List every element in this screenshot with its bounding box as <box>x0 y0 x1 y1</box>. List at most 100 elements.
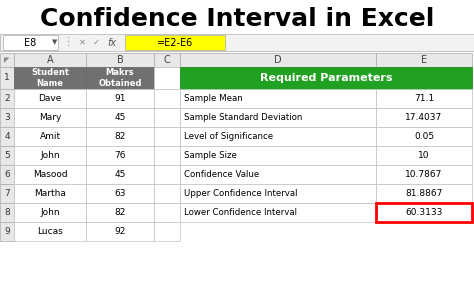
Text: D: D <box>274 55 282 65</box>
Bar <box>0 184 14 203</box>
Text: Masood: Masood <box>33 170 67 179</box>
Text: Dave: Dave <box>38 94 62 103</box>
Text: ◤: ◤ <box>4 57 9 63</box>
Bar <box>0 53 14 67</box>
Text: Sample Size: Sample Size <box>184 151 237 160</box>
Text: 4: 4 <box>4 132 10 141</box>
Bar <box>154 222 180 241</box>
Text: 10: 10 <box>418 151 430 160</box>
Text: 7: 7 <box>4 189 10 198</box>
Bar <box>0 67 14 89</box>
Text: 91: 91 <box>114 94 126 103</box>
Text: ✕: ✕ <box>79 38 85 47</box>
Bar <box>86 89 154 108</box>
Text: Level of Significance: Level of Significance <box>184 132 273 141</box>
Text: Martha: Martha <box>34 189 66 198</box>
Bar <box>180 67 472 89</box>
Text: Amit: Amit <box>39 132 61 141</box>
Text: E8: E8 <box>24 37 36 47</box>
Text: 76: 76 <box>114 151 126 160</box>
Bar <box>86 184 154 203</box>
Text: Sample Standard Deviation: Sample Standard Deviation <box>184 113 302 122</box>
Bar <box>154 67 180 89</box>
Bar <box>376 184 472 203</box>
Text: Student
Name: Student Name <box>31 68 69 88</box>
Bar <box>376 108 472 127</box>
Text: C: C <box>164 55 170 65</box>
Bar <box>180 89 376 108</box>
Bar <box>154 127 180 146</box>
Bar <box>180 203 376 222</box>
Bar <box>0 165 14 184</box>
Bar <box>86 53 154 67</box>
Text: 92: 92 <box>114 227 126 236</box>
Bar <box>14 165 86 184</box>
Text: 82: 82 <box>114 208 126 217</box>
Bar <box>376 165 472 184</box>
Text: Lower Confidence Interval: Lower Confidence Interval <box>184 208 297 217</box>
Bar <box>86 222 154 241</box>
Text: 45: 45 <box>114 170 126 179</box>
Bar <box>125 35 225 50</box>
Text: =E2-E6: =E2-E6 <box>157 37 193 47</box>
Bar <box>14 222 86 241</box>
Bar <box>376 203 472 222</box>
Bar <box>180 146 376 165</box>
Text: 5: 5 <box>4 151 10 160</box>
Bar <box>154 165 180 184</box>
Bar <box>86 67 154 89</box>
Bar <box>376 146 472 165</box>
Bar <box>0 108 14 127</box>
Bar <box>154 89 180 108</box>
Text: B: B <box>117 55 123 65</box>
Bar <box>376 53 472 67</box>
Bar <box>180 127 376 146</box>
Bar <box>180 108 376 127</box>
Bar <box>86 203 154 222</box>
Text: Required Parameters: Required Parameters <box>260 73 392 83</box>
Text: Confidence Value: Confidence Value <box>184 170 259 179</box>
Text: E: E <box>421 55 427 65</box>
Text: 45: 45 <box>114 113 126 122</box>
Text: Sample Mean: Sample Mean <box>184 94 243 103</box>
Bar <box>376 89 472 108</box>
Text: 3: 3 <box>4 113 10 122</box>
Bar <box>0 146 14 165</box>
Bar <box>180 165 376 184</box>
Text: 6: 6 <box>4 170 10 179</box>
Text: 9: 9 <box>4 227 10 236</box>
Bar <box>86 127 154 146</box>
Bar <box>14 89 86 108</box>
Text: Confidence Interval in Excel: Confidence Interval in Excel <box>40 7 434 31</box>
Bar <box>14 203 86 222</box>
Bar <box>154 108 180 127</box>
Bar <box>0 89 14 108</box>
Bar <box>86 165 154 184</box>
Bar <box>14 53 86 67</box>
Bar <box>86 108 154 127</box>
Text: Mary: Mary <box>39 113 61 122</box>
Text: 71.1: 71.1 <box>414 94 434 103</box>
Text: 2: 2 <box>4 94 10 103</box>
Bar <box>14 127 86 146</box>
Text: Upper Confidence Interval: Upper Confidence Interval <box>184 189 298 198</box>
Bar <box>154 146 180 165</box>
Text: ✓: ✓ <box>92 38 100 47</box>
Text: ▼: ▼ <box>52 40 58 46</box>
Bar <box>0 34 474 51</box>
Text: 82: 82 <box>114 132 126 141</box>
Bar <box>376 127 472 146</box>
Bar <box>0 203 14 222</box>
Bar <box>154 53 180 67</box>
Text: Lucas: Lucas <box>37 227 63 236</box>
Text: A: A <box>46 55 53 65</box>
Bar <box>0 127 14 146</box>
Text: John: John <box>40 151 60 160</box>
Bar <box>14 184 86 203</box>
Text: 0.05: 0.05 <box>414 132 434 141</box>
Bar <box>154 203 180 222</box>
Text: John: John <box>40 208 60 217</box>
Text: Makrs
Obtained: Makrs Obtained <box>98 68 142 88</box>
Text: ⋮: ⋮ <box>63 37 73 47</box>
Text: 8: 8 <box>4 208 10 217</box>
